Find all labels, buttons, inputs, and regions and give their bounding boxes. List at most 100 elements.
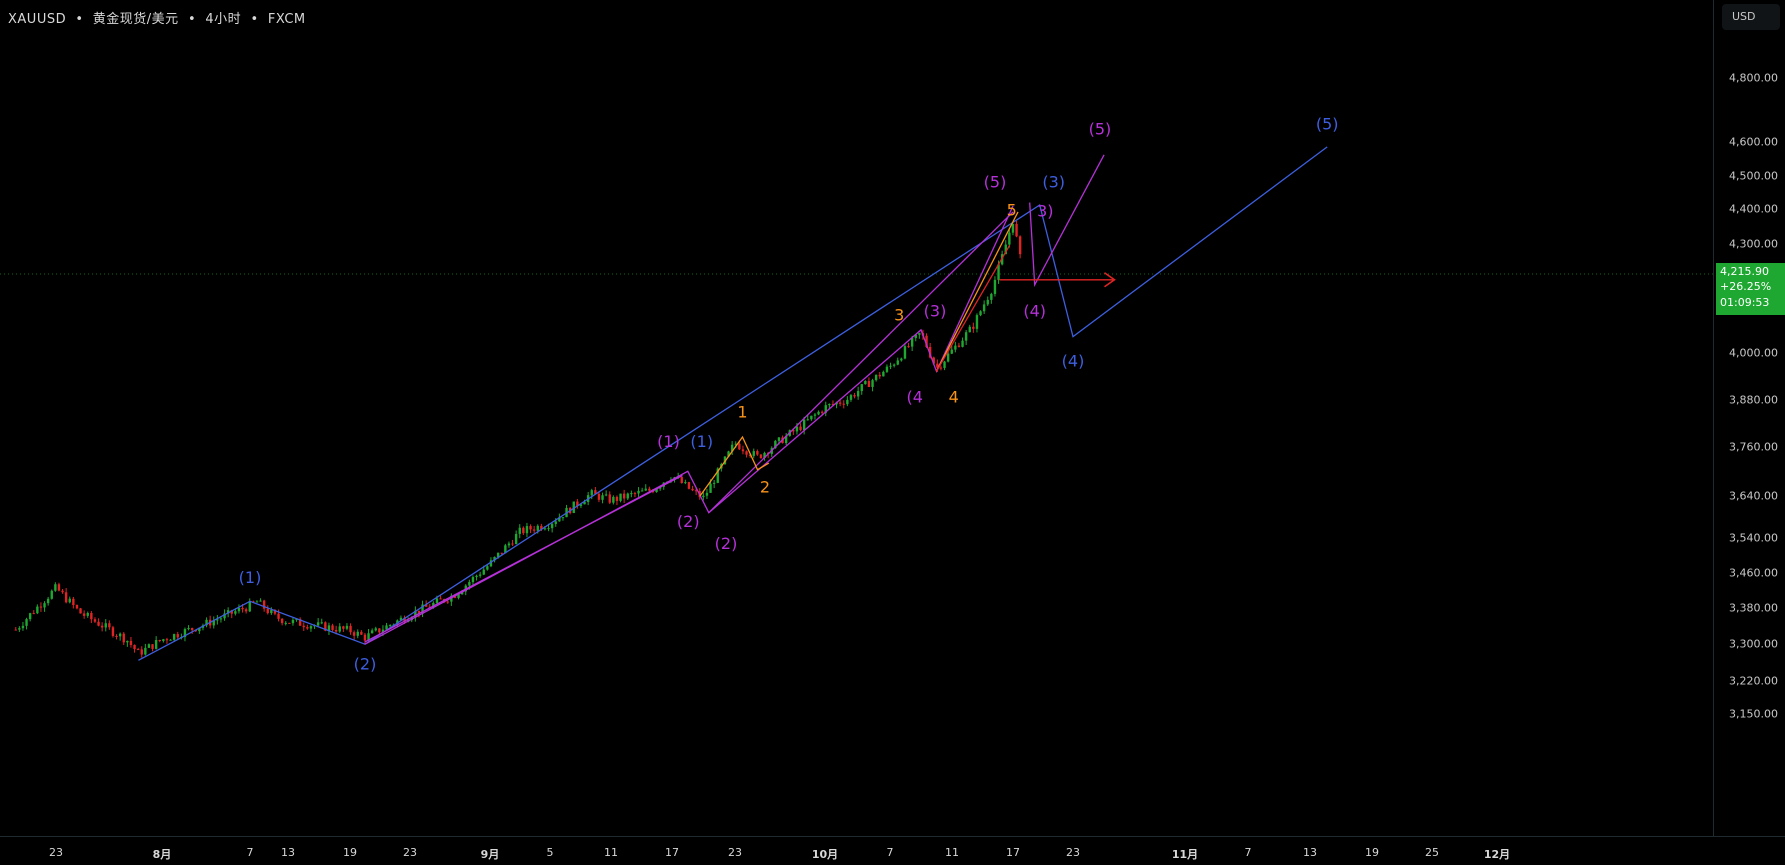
candle-body — [972, 326, 975, 329]
price-axis[interactable]: 4,800.00 4,600.00 4,500.00 4,400.00 4,300.00… — [1713, 0, 1785, 836]
candle-body — [532, 529, 536, 531]
candle-body — [529, 526, 532, 530]
time-tick: 9月 — [480, 848, 500, 861]
time-tick: 19 — [343, 846, 357, 859]
candle-body — [975, 315, 979, 329]
candle-body — [468, 582, 471, 586]
candle-body — [320, 622, 323, 624]
candle-body — [183, 629, 187, 638]
candle-body — [108, 623, 111, 628]
candle-body — [388, 624, 392, 626]
candle-body — [828, 404, 831, 406]
candle-body — [259, 600, 262, 602]
wave-label: (4 — [907, 387, 923, 406]
candle-body — [925, 335, 928, 347]
candle-body — [187, 628, 190, 630]
wave-label: 4 — [949, 387, 959, 406]
candle-body — [14, 629, 17, 631]
candle-body — [331, 625, 334, 630]
candle-body — [903, 346, 907, 359]
candle-body — [378, 628, 381, 633]
candle-body — [471, 576, 475, 583]
candle-body — [266, 608, 269, 614]
wave-label: (4) — [1062, 351, 1085, 370]
candle-body — [882, 371, 885, 377]
candle-body — [608, 494, 611, 503]
arrow-head-icon — [1104, 272, 1116, 288]
wave-label: (3) — [924, 302, 947, 321]
time-axis[interactable]: 23 8月 7 13 19 23 9月 5 11 17 23 10月 7 11 17 23 11月 7 13 19 25… — [0, 836, 1785, 865]
time-tick: 5 — [546, 846, 554, 859]
candle-body — [950, 349, 953, 354]
candle-body — [309, 626, 313, 629]
candle-body — [86, 613, 89, 616]
time-tick: 13 — [281, 846, 295, 859]
interval: 4小时 — [205, 12, 242, 27]
candle-body — [572, 501, 575, 514]
time-tick: 23 — [49, 846, 63, 859]
wave-label: 1 — [737, 402, 747, 421]
candle-body — [136, 649, 140, 651]
candle-body — [849, 395, 853, 400]
candle-body — [219, 618, 223, 620]
price-tick: 3,220.00 — [1729, 674, 1778, 688]
candle-body — [280, 618, 284, 624]
candle-body — [50, 590, 53, 599]
candle-body — [889, 365, 892, 367]
candle-body — [403, 617, 406, 622]
candle-body — [244, 609, 248, 612]
separator: • — [187, 12, 197, 27]
candle-body — [100, 625, 104, 628]
candle-body — [61, 590, 64, 593]
wave-label: (1) — [690, 432, 713, 451]
candle-body — [316, 622, 320, 626]
candle-body — [352, 632, 356, 636]
candle-body — [496, 552, 500, 557]
candle-body — [831, 404, 835, 406]
candle-body — [36, 606, 39, 614]
candle-body — [640, 490, 644, 492]
chart-plot-area[interactable]: (1) (2) (1) (1) (2) (2) 1 2 (3) 3 (4 4 (5) (3) 5 3) (4) (… — [0, 0, 1713, 836]
candle-body — [79, 608, 82, 614]
candle-body — [745, 451, 748, 455]
candle-body — [32, 613, 35, 615]
candle-body — [1015, 223, 1018, 237]
candle-body — [432, 602, 435, 608]
price-tick: 3,460.00 — [1729, 566, 1778, 580]
wave-line — [1029, 154, 1105, 288]
candle-body — [774, 440, 777, 449]
candle-body — [482, 569, 485, 575]
candle-body — [543, 528, 547, 530]
candle-body — [93, 619, 97, 622]
candle-body — [154, 639, 158, 649]
candle-body — [813, 414, 817, 416]
candle-body — [457, 594, 460, 598]
price-tick: 4,400.00 — [1729, 202, 1778, 216]
candle-body — [370, 630, 374, 634]
wave-label: (5) — [1089, 119, 1112, 138]
candle-body — [374, 628, 377, 631]
candle-body — [514, 533, 518, 545]
candle-body — [860, 384, 863, 392]
candle-body — [990, 293, 993, 300]
candle-body — [190, 628, 194, 630]
candle-body — [90, 613, 93, 620]
candle-body — [230, 610, 233, 614]
candle-body — [644, 488, 647, 491]
candle-body — [954, 345, 957, 350]
candle-body — [540, 525, 543, 530]
wave-label: 2 — [760, 478, 770, 497]
candle-body — [165, 639, 169, 641]
currency-button[interactable]: USD — [1722, 4, 1780, 30]
candle-body — [349, 625, 352, 633]
candle-body — [295, 619, 298, 621]
candle-body — [536, 525, 539, 531]
time-tick: 23 — [728, 846, 742, 859]
candle-body — [856, 391, 860, 397]
candle-body — [367, 633, 370, 641]
candle-body — [547, 528, 550, 530]
candle-body — [223, 613, 226, 619]
candle-body — [234, 611, 237, 614]
time-tick: 8月 — [152, 848, 172, 861]
candle-body — [1008, 232, 1011, 245]
